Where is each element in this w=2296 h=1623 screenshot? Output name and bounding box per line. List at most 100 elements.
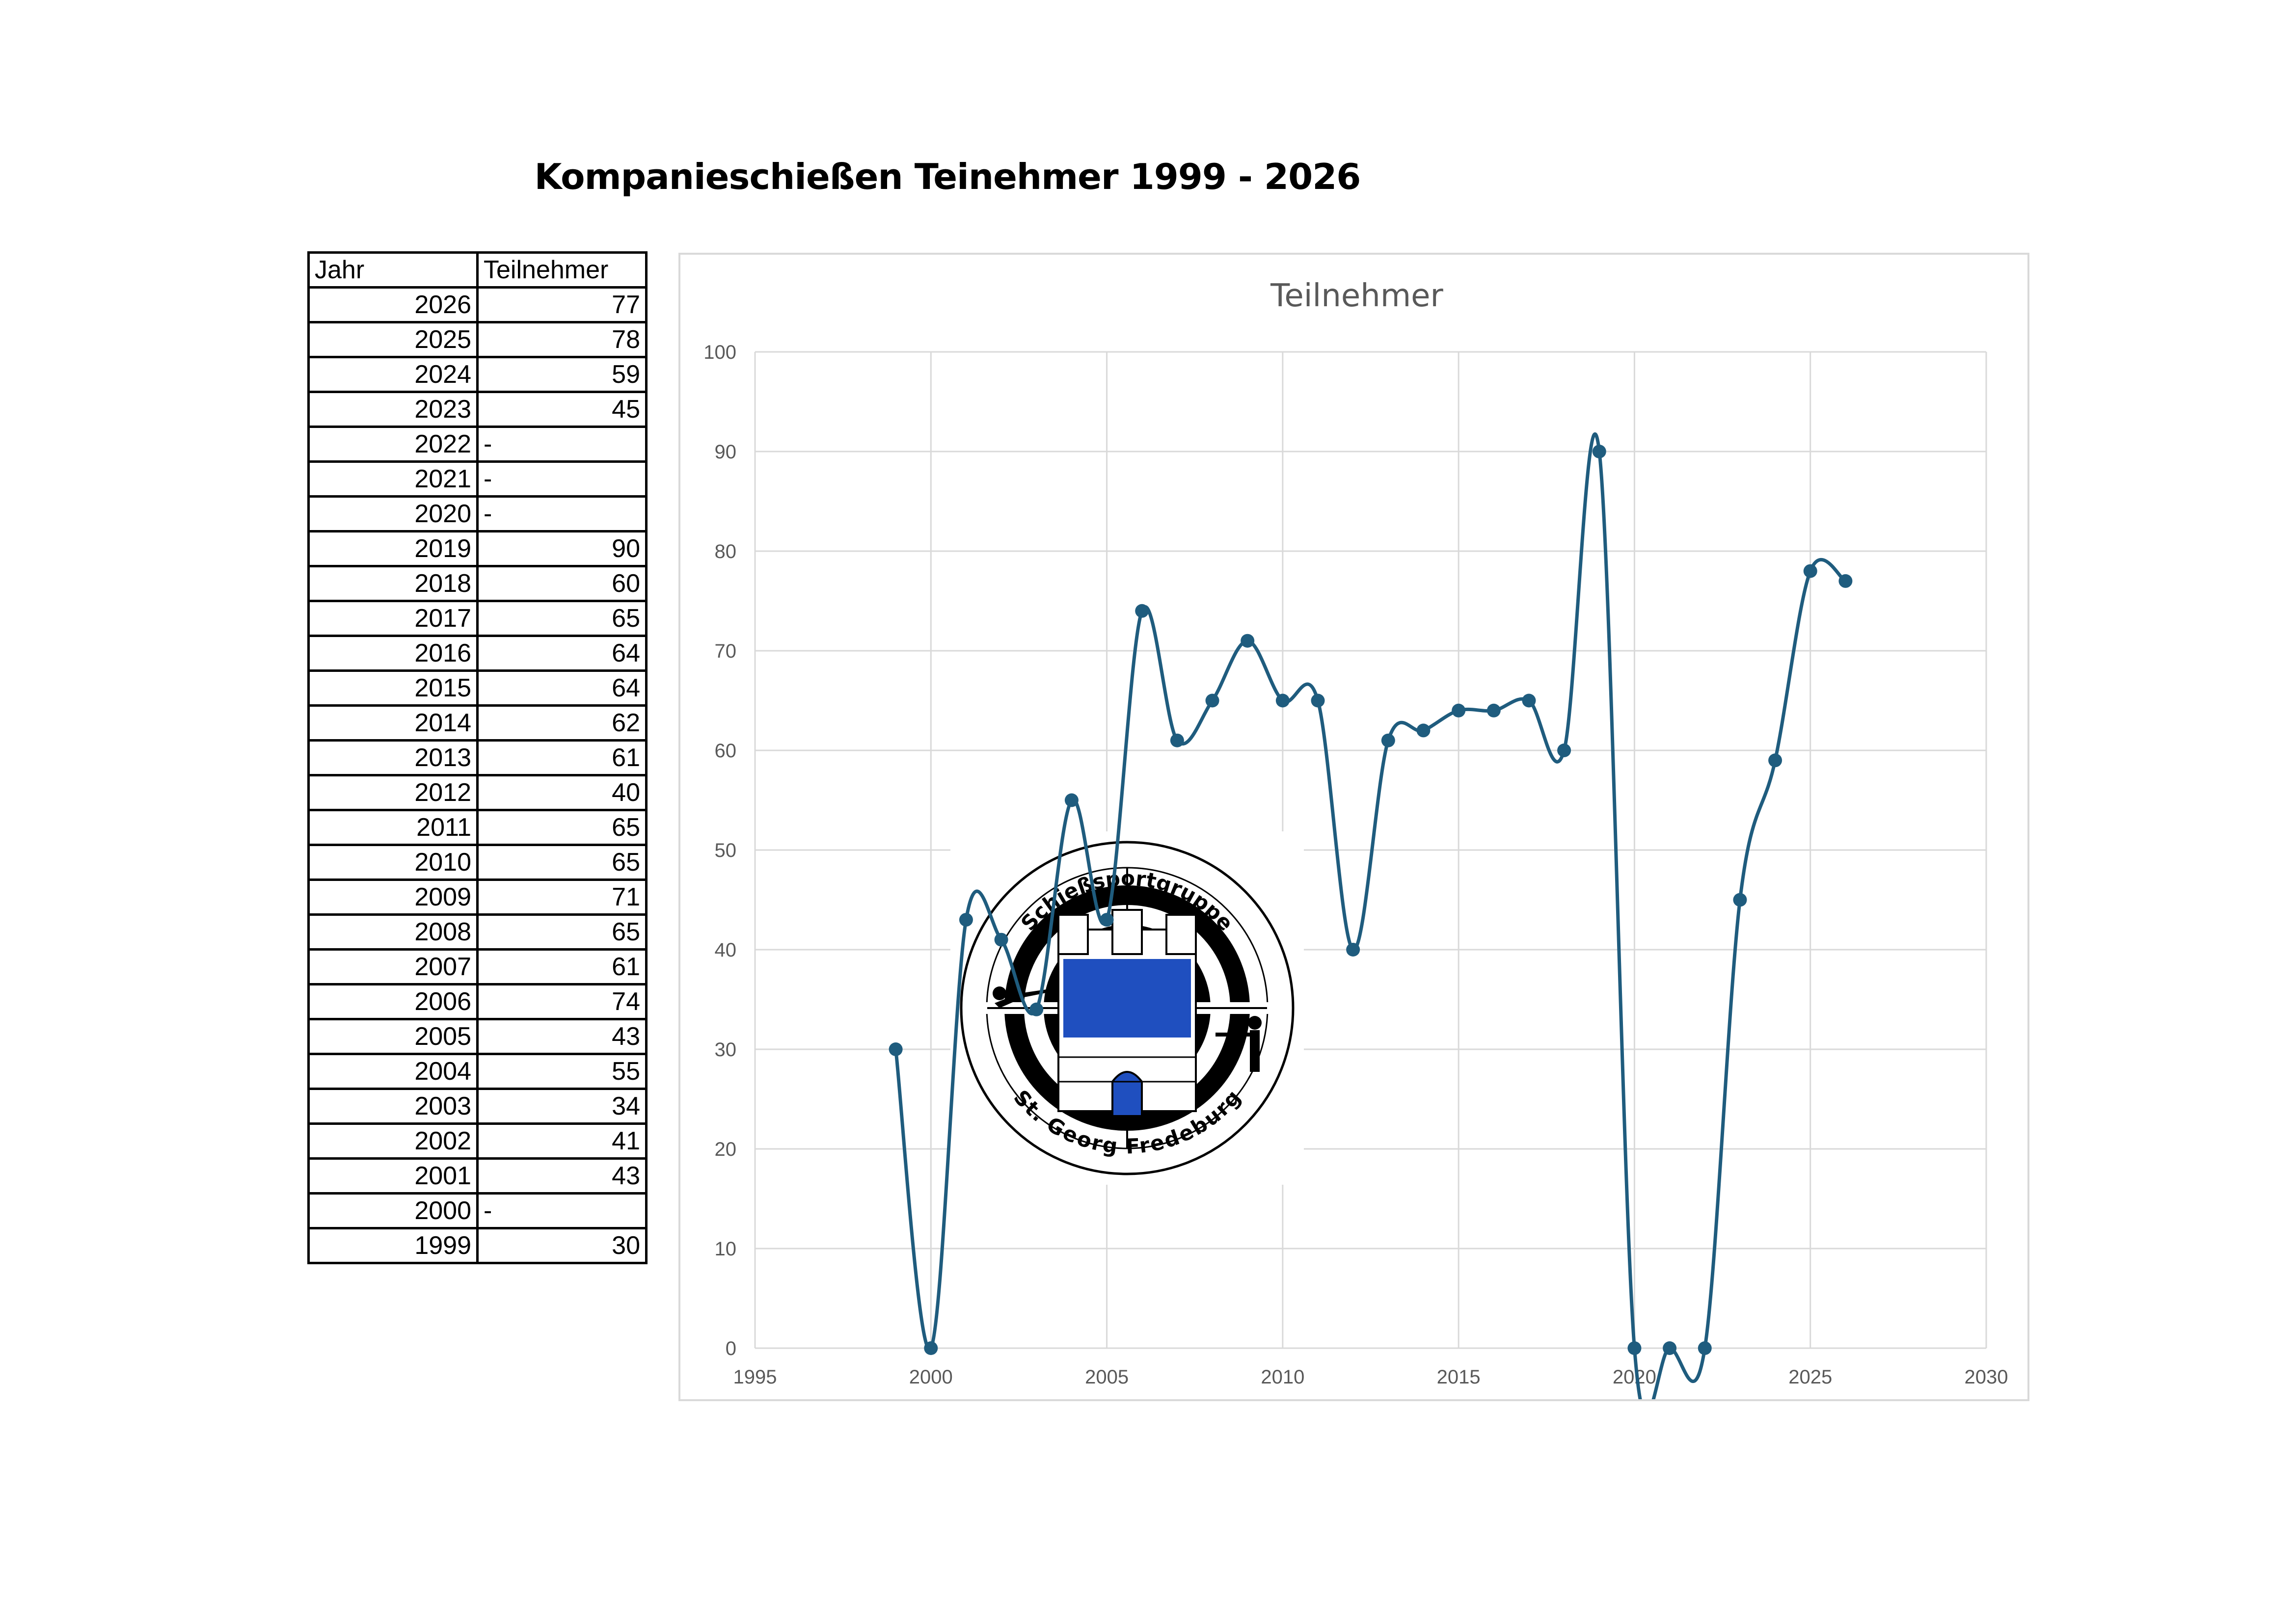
y-tick-label: 20	[715, 1139, 737, 1160]
cell-participants: 40	[476, 774, 648, 811]
cell-year: 2012	[307, 774, 479, 811]
cell-year: 2004	[307, 1053, 479, 1090]
data-point	[1346, 943, 1360, 957]
table-row: 2025 78	[307, 321, 648, 358]
cell-participants: 43	[476, 1157, 648, 1195]
table-row: 2022-	[307, 426, 648, 463]
cell-year: 2020	[307, 495, 479, 532]
table-row: 2014 62	[307, 704, 648, 742]
cell-participants: 45	[476, 391, 648, 428]
cell-participants: 90	[476, 530, 648, 567]
cell-year: 2002	[307, 1122, 479, 1160]
data-point	[1064, 793, 1079, 807]
cell-year: 2014	[307, 704, 479, 742]
table-row: 1999 30	[307, 1227, 648, 1264]
data-point	[1838, 574, 1853, 588]
header-year: Jahr	[307, 251, 479, 289]
data-point	[1522, 693, 1536, 708]
data-point	[959, 913, 973, 927]
header-participants: Teilnehmer	[476, 251, 648, 289]
table-row: 2024 59	[307, 356, 648, 393]
cell-year: 2001	[307, 1157, 479, 1195]
data-point	[1416, 723, 1431, 738]
data-point	[1733, 893, 1747, 907]
data-point	[1381, 733, 1395, 747]
cell-participants: 43	[476, 1018, 648, 1055]
data-point	[1275, 693, 1290, 708]
table-row: 2018 60	[307, 565, 648, 602]
cell-year: 2007	[307, 948, 479, 985]
x-tick-label: 1995	[733, 1366, 777, 1388]
table-row: 2004 55	[307, 1053, 648, 1090]
table-row: 2015 64	[307, 669, 648, 707]
cell-year: 2000	[307, 1192, 479, 1229]
cell-participants: 74	[476, 983, 648, 1020]
table-row: 2005 43	[307, 1018, 648, 1055]
table-row: 2012 40	[307, 774, 648, 811]
cell-participants: 64	[476, 635, 648, 672]
y-tick-label: 90	[715, 441, 737, 463]
table-row: 2000-	[307, 1192, 648, 1229]
club-logo: Schießsportgruppe St. Georg Fredeburg	[950, 831, 1304, 1185]
data-point	[1803, 564, 1817, 578]
cell-year: 2018	[307, 565, 479, 602]
cell-year: 2019	[307, 530, 479, 567]
table-row: 2016 64	[307, 635, 648, 672]
cell-participants: 71	[476, 878, 648, 916]
cell-year: 2013	[307, 739, 479, 776]
data-point	[1029, 1002, 1044, 1016]
table-row: 2019 90	[307, 530, 648, 567]
table-row: 2020-	[307, 495, 648, 532]
cell-participants: 65	[476, 600, 648, 637]
cell-participants: 62	[476, 704, 648, 742]
cell-year: 2025	[307, 321, 479, 358]
chart-title: Teilnehmer	[1270, 278, 1443, 314]
cell-participants: 34	[476, 1088, 648, 1125]
table-row: 2026 77	[307, 286, 648, 323]
cell-participants: 30	[476, 1227, 648, 1264]
data-point	[1241, 634, 1255, 648]
cell-participants: -	[476, 460, 648, 498]
x-tick-label: 2030	[1965, 1366, 2008, 1388]
x-tick-label: 2000	[909, 1366, 953, 1388]
cell-year: 2022	[307, 426, 479, 463]
chart-area: Teilnehmer 0 10 20 30 40 50 60 70 80 90 100 1995 200…	[678, 253, 2029, 1401]
y-tick-label: 70	[715, 640, 737, 662]
data-point	[1100, 913, 1114, 927]
series-teilnehmer	[889, 432, 1853, 1399]
y-tick-label: 10	[715, 1238, 737, 1260]
cell-participants: -	[476, 1192, 648, 1229]
cell-participants: 64	[476, 669, 648, 707]
y-tick-label: 50	[715, 840, 737, 861]
table-row: 2006 74	[307, 983, 648, 1020]
x-tick-label: 2025	[1788, 1366, 1832, 1388]
y-tick-label: 0	[726, 1338, 736, 1359]
cell-year: 2008	[307, 913, 479, 951]
table-row: 2002 41	[307, 1122, 648, 1160]
cell-participants: 55	[476, 1053, 648, 1090]
table-row: 2023 45	[307, 391, 648, 428]
cell-participants: 77	[476, 286, 648, 323]
cell-year: 2010	[307, 844, 479, 881]
data-point	[889, 1042, 903, 1056]
cell-year: 2021	[307, 460, 479, 498]
data-point	[1557, 744, 1571, 757]
data-point	[1205, 693, 1219, 708]
cell-participants: 60	[476, 565, 648, 602]
x-tick-label: 2020	[1613, 1366, 1656, 1388]
cell-participants: 65	[476, 913, 648, 951]
data-point	[1768, 753, 1783, 768]
x-tick-label: 2005	[1085, 1366, 1129, 1388]
cell-year: 2009	[307, 878, 479, 916]
cell-participants: 65	[476, 809, 648, 846]
data-point	[1311, 693, 1325, 708]
table-header-row: Jahr Teilnehmer	[307, 251, 648, 289]
y-tick-label: 60	[715, 740, 737, 762]
data-point	[1698, 1341, 1712, 1355]
cell-participants: 61	[476, 739, 648, 776]
cell-participants: 41	[476, 1122, 648, 1160]
table-row: 2011 65	[307, 809, 648, 846]
rifle-shooter-icon	[993, 986, 1053, 1008]
table-row: 2013 61	[307, 739, 648, 776]
